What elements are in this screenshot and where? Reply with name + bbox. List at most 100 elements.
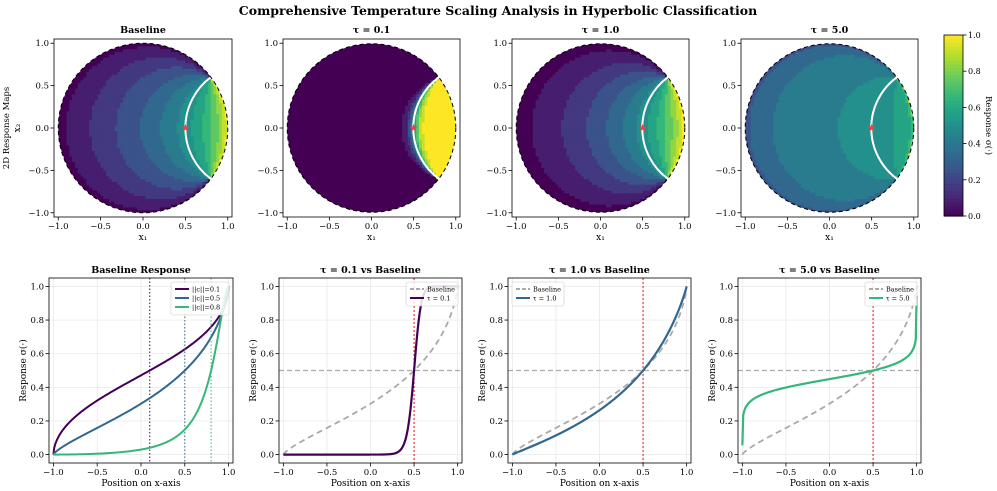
response-cell xyxy=(176,192,181,197)
response-cell xyxy=(185,147,189,151)
response-cell xyxy=(60,116,65,120)
response-cell xyxy=(334,144,339,149)
response-cell xyxy=(204,82,209,86)
response-cell xyxy=(80,99,84,103)
response-cell xyxy=(329,105,333,109)
response-cell xyxy=(139,93,144,98)
response-cell xyxy=(382,96,386,101)
response-cell xyxy=(202,150,206,154)
response-cell xyxy=(351,88,355,92)
response-cell xyxy=(309,105,313,109)
response-cell xyxy=(385,204,389,208)
response-cell xyxy=(210,167,214,171)
response-cell xyxy=(114,136,118,140)
response-cell xyxy=(89,68,93,72)
response-cell xyxy=(151,93,155,98)
response-cell xyxy=(120,133,124,137)
response-cell xyxy=(376,187,381,191)
response-cell xyxy=(399,141,403,146)
response-cell xyxy=(382,116,386,120)
response-cell xyxy=(376,198,381,202)
response-cell xyxy=(295,122,299,126)
response-cell xyxy=(80,144,84,149)
response-cell xyxy=(379,175,384,180)
response-cell xyxy=(111,127,116,132)
response-cell xyxy=(362,76,367,81)
response-cell xyxy=(185,192,189,197)
response-cell xyxy=(326,68,330,72)
response-cell xyxy=(171,91,175,95)
response-cell xyxy=(368,141,372,146)
response-cell xyxy=(114,96,118,101)
response-cell xyxy=(100,141,104,146)
response-cell xyxy=(131,127,135,132)
response-cell xyxy=(351,68,355,72)
response-cell xyxy=(368,57,372,61)
response-cell xyxy=(357,136,361,140)
response-cell xyxy=(179,91,183,95)
response-cell xyxy=(351,144,355,149)
response-cell xyxy=(89,141,93,146)
response-cell xyxy=(306,173,310,177)
response-cell xyxy=(179,147,183,151)
response-cell xyxy=(343,178,347,182)
response-cell xyxy=(173,122,178,126)
response-cell xyxy=(131,43,135,47)
response-cell xyxy=(120,116,124,120)
response-cell xyxy=(193,181,197,185)
response-cell xyxy=(108,57,113,61)
response-cell xyxy=(334,156,339,160)
response-cell xyxy=(340,136,344,140)
response-cell xyxy=(303,79,308,84)
response-cell xyxy=(213,161,217,166)
response-cell xyxy=(312,156,316,160)
response-cell xyxy=(182,62,186,67)
response-cell xyxy=(148,93,152,98)
response-cell xyxy=(365,96,369,101)
response-cell xyxy=(162,150,166,154)
response-cell xyxy=(337,51,341,55)
response-cell xyxy=(385,82,389,86)
response-cell xyxy=(357,54,361,58)
response-cell xyxy=(103,102,107,106)
response-cell xyxy=(108,48,113,53)
response-cell xyxy=(204,91,209,95)
response-cell xyxy=(131,102,135,106)
response-cell xyxy=(348,79,353,84)
response-cell xyxy=(199,113,203,117)
response-cell xyxy=(295,158,299,163)
response-cell xyxy=(125,136,130,140)
response-cell xyxy=(351,173,355,177)
response-cell xyxy=(148,158,152,163)
response-cell xyxy=(346,184,350,188)
response-cell xyxy=(295,161,299,166)
response-cell xyxy=(396,181,400,185)
response-cell xyxy=(125,93,130,98)
response-cell xyxy=(326,110,330,115)
response-cell xyxy=(103,201,107,205)
response-cell xyxy=(396,175,400,180)
response-cell xyxy=(393,181,398,185)
response-cell xyxy=(91,150,96,154)
response-cell xyxy=(139,51,144,55)
response-cell xyxy=(142,57,147,61)
response-cell xyxy=(292,156,296,160)
response-cell xyxy=(219,127,223,132)
response-cell xyxy=(134,192,138,197)
response-cell xyxy=(117,147,121,151)
response-cell xyxy=(396,144,400,149)
response-cell xyxy=(365,158,369,163)
response-cell xyxy=(139,161,144,166)
response-cell xyxy=(89,105,93,109)
response-cell xyxy=(168,88,172,92)
response-cell xyxy=(185,156,189,160)
response-cell xyxy=(312,141,316,146)
response-cell xyxy=(148,102,152,106)
response-cell xyxy=(312,181,316,185)
response-cell xyxy=(199,153,203,157)
response-cell xyxy=(360,181,364,185)
response-cell xyxy=(131,164,135,168)
response-cell xyxy=(108,175,113,180)
response-cell xyxy=(337,62,341,67)
response-cell xyxy=(306,147,310,151)
